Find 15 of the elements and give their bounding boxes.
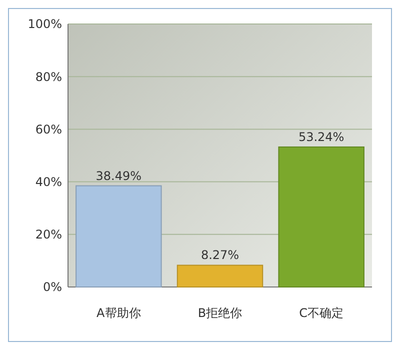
x-tick-label: A帮助你 [96,306,141,320]
y-tick-label: 40% [35,175,62,189]
y-tick-label: 20% [35,228,62,242]
bar [76,185,162,288]
data-label: 38.49% [96,168,142,183]
x-tick-label: C不确定 [299,306,344,320]
y-tick-label: 60% [35,122,62,136]
y-tick-label: 0% [42,280,62,294]
y-tick-label: 100% [28,17,62,32]
y-tick-label: 80% [35,70,62,84]
bar [176,264,264,288]
bar [278,146,364,288]
data-label: 53.24% [298,130,344,144]
data-label: 8.27% [200,248,240,262]
x-tick-label: B拒绝你 [198,306,242,320]
